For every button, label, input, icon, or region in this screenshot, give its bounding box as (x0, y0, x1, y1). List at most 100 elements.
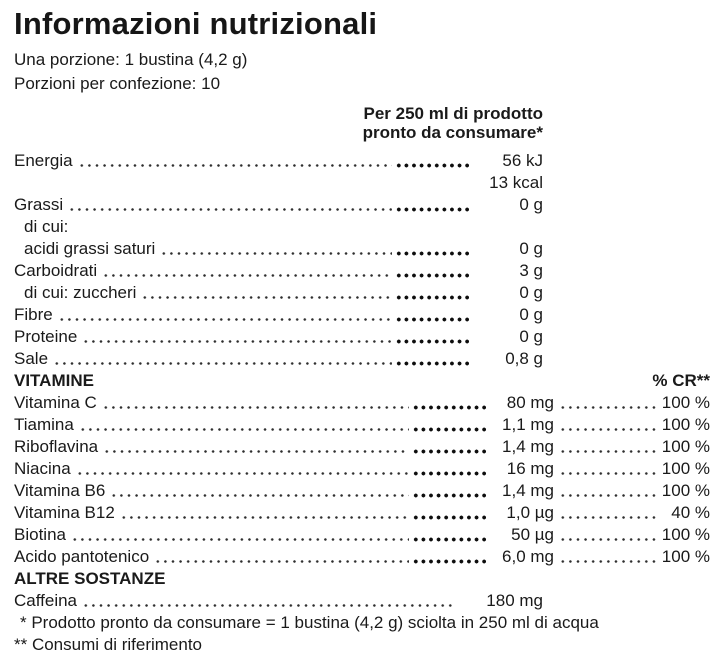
vitamin-amount: 80 mg (506, 393, 554, 412)
vitamin-label: Tiamina (14, 415, 74, 434)
serving-size: Una porzione: 1 bustina (4,2 g) (14, 50, 248, 69)
bold-dot-leader (412, 546, 486, 568)
vitamin-percent: 100 % (661, 437, 710, 456)
nutrient-value: 56 kJ (502, 151, 543, 170)
bold-dot-leader (412, 524, 486, 546)
bold-dot-leader (395, 150, 469, 172)
percent-cr-header: % CR** (652, 371, 710, 390)
bold-dot-leader (395, 194, 469, 216)
nutrient-label: Caffeina (14, 591, 78, 610)
dot-leader (80, 326, 392, 348)
vitamin-label: Riboflavina (14, 437, 99, 456)
bold-dot-leader (412, 458, 486, 480)
vitamins-header-label: VITAMINE (14, 371, 94, 390)
nutrient-row-zuccheri: di cui: zuccheri 0 g (14, 282, 543, 304)
vitamin-row-riboflavina: Riboflavina 1,4 mg 100 % (14, 436, 710, 458)
vitamin-row-tiamina: Tiamina 1,1 mg 100 % (14, 414, 710, 436)
vitamin-label: Acido pantotenico (14, 547, 150, 566)
nutrient-label: di cui: zuccheri (24, 283, 137, 302)
vitamin-row-vitamina-b6: Vitamina B6 1,4 mg 100 % (14, 480, 710, 502)
vitamin-label: Vitamina B6 (14, 481, 106, 500)
vitamin-row-niacina: Niacina 16 mg 100 % (14, 458, 710, 480)
nutrient-row-di-cui: di cui: (14, 216, 543, 238)
nutrient-value: 0 g (519, 283, 543, 302)
vitamin-label: Niacina (14, 459, 71, 478)
dot-leader (158, 238, 392, 260)
column-header: Per 250 ml di prodotto pronto da consuma… (14, 104, 543, 142)
nutrient-value-kcal: 13 kcal (489, 173, 543, 192)
vitamin-row-acido-pantotenico: Acido pantotenico 6,0 mg 100 % (14, 546, 710, 568)
column-header-line2: pronto da consumare* (362, 123, 543, 142)
nutrient-label: Energia (14, 151, 73, 170)
bold-dot-leader (395, 348, 469, 370)
other-substances-header: ALTRE SOSTANZE (14, 569, 166, 588)
page-title: Informazioni nutrizionali (14, 6, 378, 41)
nutrient-row-grassi: Grassi 0 g (14, 194, 543, 216)
dot-leader (557, 524, 657, 546)
bold-dot-leader (395, 238, 469, 260)
dot-leader (152, 546, 409, 568)
vitamin-percent: 100 % (661, 481, 710, 500)
footnote-consumi: ** Consumi di riferimento (14, 635, 203, 654)
dot-leader (557, 458, 657, 480)
bold-dot-leader (395, 326, 469, 348)
dot-leader (557, 502, 657, 524)
dot-leader (108, 480, 409, 502)
bold-dot-leader (412, 502, 486, 524)
nutrient-label: Grassi (14, 195, 64, 214)
vitamin-percent: 40 % (671, 503, 710, 522)
dot-leader (139, 282, 392, 304)
vitamin-amount: 1,4 mg (502, 437, 554, 456)
nutrient-row-energia: Energia 56 kJ (14, 150, 543, 172)
vitamin-row-vitamina-c: Vitamina C 80 mg 100 % (14, 392, 710, 414)
vitamin-amount: 16 mg (506, 459, 554, 478)
dot-leader (100, 260, 392, 282)
vitamin-percent: 100 % (661, 415, 710, 434)
dot-leader (557, 436, 657, 458)
nutrient-value: 180 mg (486, 591, 543, 610)
vitamin-label: Vitamina C (14, 393, 97, 412)
nutrient-label: acidi grassi saturi (24, 239, 156, 258)
bold-dot-leader (395, 282, 469, 304)
vitamin-amount: 1,1 mg (502, 415, 554, 434)
vitamin-percent: 100 % (661, 525, 710, 544)
nutrient-row-proteine: Proteine 0 g (14, 326, 543, 348)
dot-leader (557, 414, 657, 436)
dot-leader (99, 392, 409, 414)
bold-dot-leader (395, 260, 469, 282)
vitamin-percent: 100 % (661, 459, 710, 478)
nutrient-row-caffeina: Caffeina 180 mg (14, 590, 543, 612)
vitamin-row-biotina: Biotina 50 µg 100 % (14, 524, 710, 546)
vitamin-percent: 100 % (661, 393, 710, 412)
vitamin-label: Vitamina B12 (14, 503, 115, 522)
dot-leader (76, 414, 409, 436)
dot-leader (73, 458, 409, 480)
vitamin-amount: 1,4 mg (502, 481, 554, 500)
column-header-line1: Per 250 ml di prodotto (363, 104, 543, 123)
footnote-prodotto: * Prodotto pronto da consumare = 1 busti… (20, 613, 599, 632)
vitamin-amount: 6,0 mg (502, 547, 554, 566)
nutrient-value: 0 g (519, 239, 543, 258)
nutrient-label: Fibre (14, 305, 53, 324)
vitamin-amount: 1,0 µg (506, 503, 554, 522)
nutrient-row-fibre: Fibre 0 g (14, 304, 543, 326)
vitamin-label: Biotina (14, 525, 66, 544)
nutrient-label: di cui: (24, 217, 69, 236)
dot-leader (117, 502, 409, 524)
dot-leader (557, 392, 657, 414)
vitamin-row-vitamina-b12: Vitamina B12 1,0 µg 40 % (14, 502, 710, 524)
vitamin-percent: 100 % (661, 547, 710, 566)
vitamin-amount: 50 µg (511, 525, 554, 544)
bold-dot-leader (412, 480, 486, 502)
dot-leader (101, 436, 409, 458)
dot-leader (66, 194, 392, 216)
nutrient-label: Sale (14, 349, 49, 368)
servings-per-pack: Porzioni per confezione: 10 (14, 74, 221, 93)
nutrient-row-acidi-grassi-saturi: acidi grassi saturi 0 g (14, 238, 543, 260)
dot-leader (80, 590, 456, 612)
nutrient-row-sale: Sale 0,8 g (14, 348, 543, 370)
nutrient-value: 0 g (519, 327, 543, 346)
vitamins-section-header: VITAMINE % CR** (14, 370, 710, 392)
dot-leader (68, 524, 409, 546)
